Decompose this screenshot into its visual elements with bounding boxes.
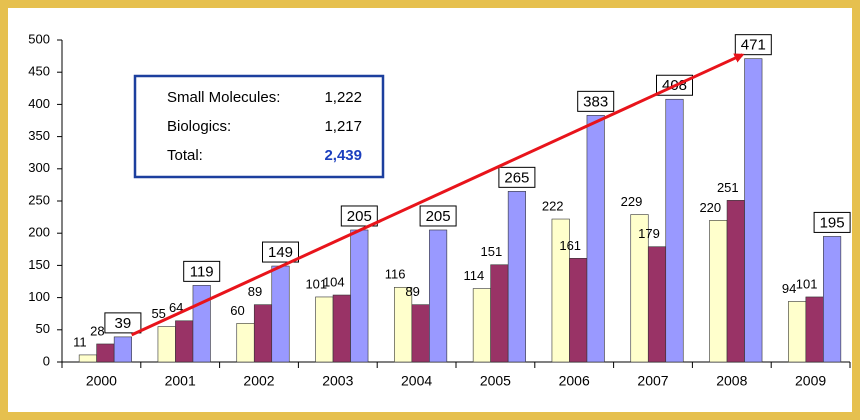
value-label-box [813, 211, 851, 233]
y-tick-label: 200 [28, 225, 50, 240]
value-label: 114 [464, 268, 485, 283]
value-label-box [340, 205, 378, 227]
value-label: 251 [717, 180, 739, 195]
value-label: 94 [782, 281, 796, 296]
bar [175, 320, 194, 363]
value-label-box [183, 260, 221, 282]
value-label: 222 [542, 198, 564, 213]
value-label: 161 [559, 238, 581, 253]
bar [113, 336, 132, 363]
value-label: 39 [115, 315, 132, 332]
x-tick-label: 2007 [637, 373, 668, 389]
summary-label: Total: [167, 147, 203, 164]
value-label: 205 [347, 208, 372, 225]
bar [647, 246, 667, 363]
bar [411, 304, 430, 363]
value-label-box [577, 90, 615, 112]
y-tick-label: 450 [28, 64, 50, 79]
bar [96, 343, 115, 363]
value-label: 101 [796, 276, 818, 291]
bar [472, 288, 491, 363]
bar [709, 220, 728, 363]
value-label: 55 [151, 306, 165, 321]
value-label: 149 [268, 244, 293, 261]
y-tick-label: 0 [43, 353, 50, 368]
y-tick-label: 400 [28, 96, 50, 111]
summary-label: Small Molecules: [167, 89, 280, 106]
y-tick-label: 250 [28, 192, 50, 207]
value-label: 11 [73, 334, 87, 349]
value-label: 89 [248, 284, 262, 299]
value-label: 104 [323, 274, 345, 289]
summary-label: Biologics: [167, 118, 231, 135]
x-tick-label: 2000 [86, 373, 117, 389]
x-tick-label: 2003 [322, 373, 353, 389]
bar [78, 354, 97, 363]
x-tick-label: 2009 [795, 373, 826, 389]
value-label: 471 [741, 37, 766, 54]
bar [253, 304, 273, 363]
bar [192, 285, 211, 363]
value-label-box [262, 241, 299, 263]
bar [490, 264, 509, 363]
value-label-box [104, 312, 142, 334]
value-label-box [419, 205, 457, 227]
value-label: 220 [699, 200, 721, 215]
value-label: 229 [621, 194, 643, 209]
value-label: 151 [481, 244, 503, 259]
bar [805, 296, 824, 363]
bar [569, 258, 588, 363]
y-tick-label: 500 [28, 31, 50, 46]
bar [271, 265, 290, 363]
value-label: 89 [405, 284, 419, 299]
x-tick-label: 2008 [716, 373, 747, 389]
y-tick-label: 50 [36, 321, 50, 336]
value-label: 119 [190, 263, 214, 280]
value-label: 195 [820, 214, 845, 231]
bar [823, 236, 842, 363]
y-tick-label: 100 [28, 289, 50, 304]
summary-value: 1,217 [324, 118, 362, 135]
summary-box: Small Molecules: 1,222 Biologics: 1,217 Tota… [133, 74, 385, 179]
y-tick-label: 150 [28, 257, 50, 272]
value-label: 101 [305, 276, 327, 291]
bar [788, 301, 807, 363]
bar [665, 98, 684, 363]
bar [429, 229, 448, 363]
x-tick-label: 2005 [480, 373, 511, 389]
bar [507, 191, 526, 363]
x-tick-label: 2004 [401, 373, 432, 389]
summary-value: 1,222 [324, 89, 362, 106]
value-label: 28 [90, 323, 104, 338]
bar [157, 326, 176, 363]
value-label: 383 [583, 93, 608, 110]
bar [350, 229, 369, 363]
bar [744, 58, 763, 363]
summary-border [133, 74, 385, 179]
value-label: 179 [638, 226, 660, 241]
y-tick-label: 300 [28, 160, 50, 175]
x-tick-label: 2002 [243, 373, 274, 389]
x-tick-label: 2001 [165, 373, 196, 389]
bar [332, 294, 351, 363]
summary-value: 2,439 [324, 147, 362, 164]
bar [315, 296, 334, 363]
value-label: 205 [426, 208, 451, 225]
value-label: 60 [230, 303, 244, 318]
value-label-box [734, 34, 772, 56]
bar [726, 200, 745, 363]
x-tick-label: 2006 [559, 373, 590, 389]
value-label-box [498, 166, 536, 188]
trend-arrow [131, 53, 745, 337]
value-label: 265 [504, 169, 529, 186]
bar [236, 323, 255, 363]
value-label: 116 [385, 267, 406, 282]
bar [586, 115, 605, 363]
y-tick-label: 350 [28, 128, 50, 143]
